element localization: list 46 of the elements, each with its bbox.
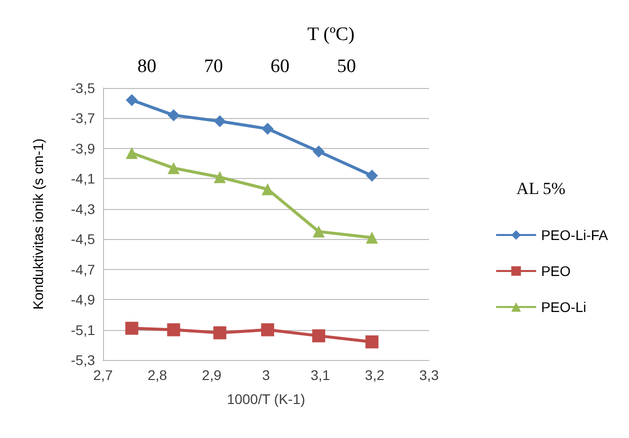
x2-tick-label: 80: [137, 56, 156, 77]
point: [167, 323, 180, 336]
y-tick-label: -3,9: [70, 140, 96, 156]
x2-tick-label: 60: [270, 56, 290, 77]
point: [168, 162, 180, 174]
y-tick-label: -4,3: [70, 200, 96, 217]
y-tick-label: -5,3: [70, 352, 96, 368]
point: [262, 183, 274, 196]
x-tick-label: 3,1: [310, 367, 330, 383]
y-tick-label: -4,1: [70, 170, 96, 187]
x2-tick-label: 70: [204, 56, 223, 77]
point: [366, 170, 378, 182]
y-axis-title: Konduktivitas ionik (s cm-1): [30, 138, 46, 310]
legend-title: AL 5%: [516, 179, 566, 198]
legend-label: PEO-Li: [541, 299, 586, 315]
legend-label: PEO-Li-FA: [541, 227, 609, 243]
x-tick-label: 2,7: [93, 367, 113, 383]
point: [126, 94, 138, 106]
x-tick-label: 3,2: [364, 367, 385, 383]
point: [262, 122, 274, 135]
x-tick-label: 2,8: [148, 367, 168, 383]
point: [312, 145, 325, 158]
point: [126, 146, 138, 159]
point: [366, 232, 378, 244]
point: [365, 335, 378, 348]
point: [214, 115, 226, 128]
y-tick-label: -5,1: [70, 322, 96, 338]
x-axis-title: 1000/T (K-1): [226, 391, 306, 407]
point: [312, 329, 326, 342]
point: [213, 326, 226, 340]
y-tick-label: -4,9: [70, 292, 96, 308]
x-tick-label: 3,3: [419, 367, 439, 383]
point: [168, 109, 180, 122]
x2-tick-label: 50: [337, 56, 356, 77]
y-tick-label: -4,7: [70, 261, 96, 278]
point: [312, 226, 325, 238]
y-tick-label: -3,7: [70, 110, 96, 126]
x-tick-label: 2,9: [202, 367, 222, 383]
point: [261, 323, 274, 336]
x2-axis-title: T (ºC): [307, 24, 355, 45]
x-tick-label: 3: [262, 367, 270, 383]
legend-label: PEO: [541, 263, 571, 279]
point: [214, 171, 226, 184]
y-tick-label: -4,5: [70, 231, 96, 248]
y-tick-label: -3,5: [70, 80, 96, 96]
point: [125, 322, 138, 335]
